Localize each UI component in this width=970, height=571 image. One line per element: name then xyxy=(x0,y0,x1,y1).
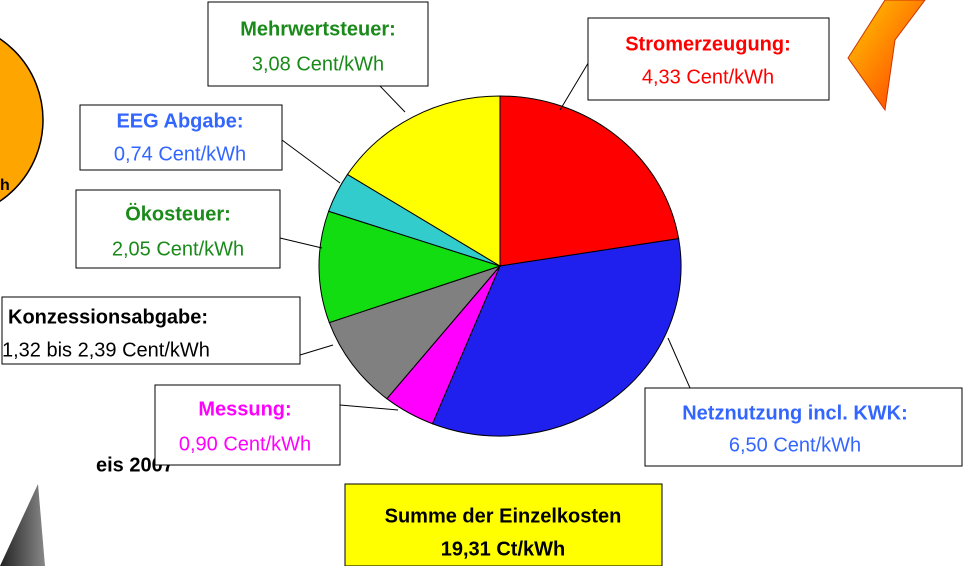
pie xyxy=(319,96,681,436)
category-label: EEG Abgabe: xyxy=(116,110,243,132)
leader-line xyxy=(668,338,690,388)
value-label: 1,32 bis 2,39 Cent/kWh xyxy=(2,339,210,361)
category-label: Stromerzeugung: xyxy=(625,33,791,55)
leader-line xyxy=(300,345,333,355)
leader-line xyxy=(380,86,405,112)
category-label: Ökosteuer: xyxy=(125,202,231,225)
leader-line xyxy=(280,238,322,248)
value-label: 3,08 Cent/kWh xyxy=(252,53,384,75)
category-label: Netznutzung incl. KWK: xyxy=(682,402,908,424)
chart: h eis 2007 Stromerzeugung:4,33 Cent/kWhN… xyxy=(0,0,970,566)
value-label: 6,50 Cent/kWh xyxy=(729,434,861,456)
annotation: h xyxy=(0,177,10,194)
value-label: 0,90 Cent/kWh xyxy=(179,433,311,455)
decor-triangle xyxy=(0,484,45,566)
total-label: Summe der Einzelkosten xyxy=(385,505,622,527)
category-label: Mehrwertsteuer: xyxy=(240,18,396,40)
slice xyxy=(500,96,679,266)
value-label: 4,33 Cent/kWh xyxy=(642,66,774,88)
category-label: Messung: xyxy=(198,398,291,420)
total-value: 19,31 Ct/kWh xyxy=(441,538,565,560)
decor-arrow xyxy=(848,0,925,110)
leader-line xyxy=(282,140,340,183)
leader-line xyxy=(560,60,590,110)
value-label: 2,05 Cent/kWh xyxy=(112,238,244,260)
category-label: Konzessionsabgabe: xyxy=(8,306,208,328)
value-label: 0,74 Cent/kWh xyxy=(114,143,246,165)
leader-line xyxy=(340,405,398,410)
